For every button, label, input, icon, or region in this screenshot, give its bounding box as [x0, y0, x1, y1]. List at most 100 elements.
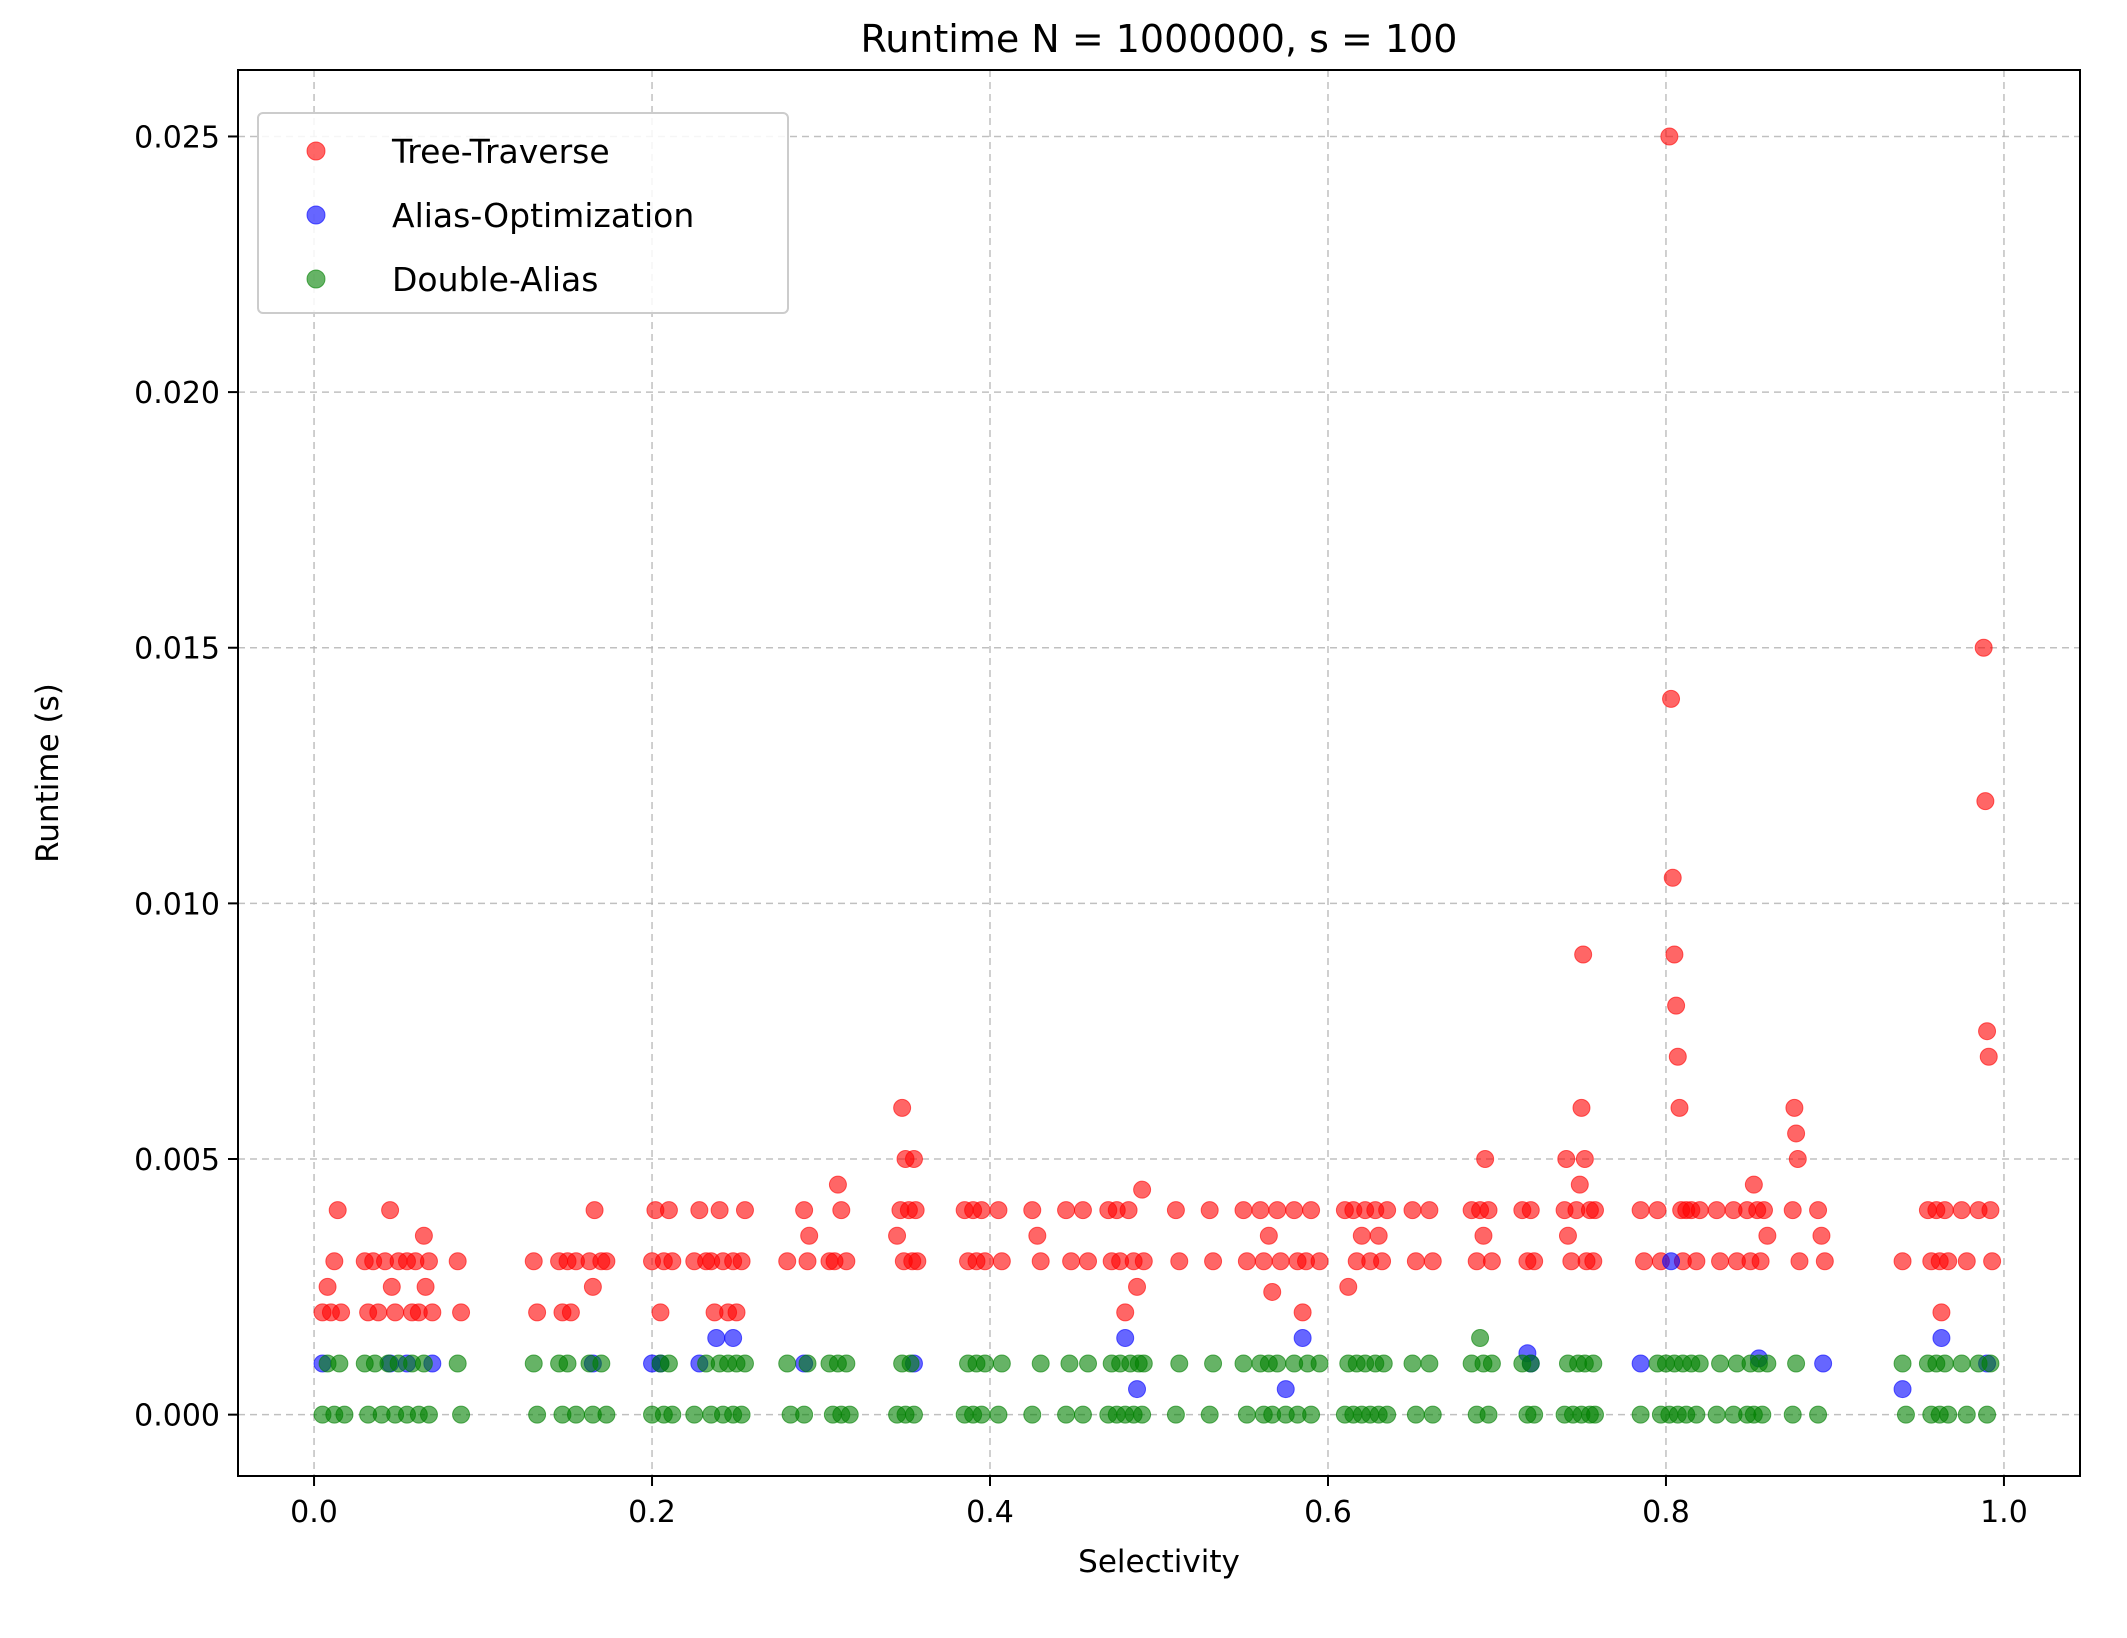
data-point	[1378, 1405, 1397, 1424]
data-point	[888, 1226, 907, 1245]
data-point	[1204, 1354, 1223, 1373]
data-point	[583, 1277, 602, 1296]
y-tick-label: 0.010	[134, 887, 220, 922]
data-point	[1268, 1354, 1287, 1373]
data-point	[1631, 1201, 1650, 1220]
data-point	[1976, 792, 1995, 811]
data-point	[908, 1252, 927, 1271]
data-point	[1957, 1405, 1976, 1424]
data-point	[1662, 689, 1681, 708]
data-point	[1276, 1380, 1295, 1399]
data-point	[1574, 945, 1593, 964]
y-axis-label: Runtime (s)	[30, 683, 66, 863]
data-point	[1116, 1328, 1135, 1347]
data-point	[1339, 1277, 1358, 1296]
data-point	[707, 1328, 726, 1347]
data-point	[906, 1201, 925, 1220]
data-point	[1575, 1150, 1594, 1169]
data-point	[1979, 1047, 1998, 1066]
data-point	[1952, 1354, 1971, 1373]
data-point	[1783, 1405, 1802, 1424]
data-point	[1585, 1405, 1604, 1424]
data-point	[1482, 1354, 1501, 1373]
data-point	[1474, 1226, 1493, 1245]
data-point	[1116, 1303, 1135, 1322]
data-point	[1420, 1354, 1439, 1373]
data-point	[585, 1201, 604, 1220]
data-point	[1660, 127, 1679, 146]
data-point	[597, 1405, 616, 1424]
data-point	[524, 1354, 543, 1373]
data-point	[1809, 1201, 1828, 1220]
data-point	[1711, 1354, 1730, 1373]
data-point	[1667, 996, 1686, 1015]
data-point	[1234, 1354, 1253, 1373]
axes-frame	[237, 69, 2081, 1477]
data-point	[710, 1201, 729, 1220]
data-point	[1521, 1201, 1540, 1220]
data-point	[1170, 1354, 1189, 1373]
data-point	[1369, 1226, 1388, 1245]
data-point	[1521, 1354, 1540, 1373]
data-point	[1707, 1201, 1726, 1220]
data-point	[1352, 1226, 1371, 1245]
data-point	[1893, 1354, 1912, 1373]
data-point	[592, 1354, 611, 1373]
data-point	[1420, 1201, 1439, 1220]
data-point	[1310, 1252, 1329, 1271]
data-point	[1635, 1252, 1654, 1271]
data-point	[1234, 1201, 1253, 1220]
legend-label: Alias-Optimization	[392, 196, 694, 235]
data-point	[419, 1405, 438, 1424]
data-point	[732, 1405, 751, 1424]
data-point	[381, 1201, 400, 1220]
data-point	[1268, 1201, 1287, 1220]
data-point	[659, 1201, 678, 1220]
data-point	[1585, 1201, 1604, 1220]
data-point	[1293, 1303, 1312, 1322]
data-point	[1751, 1252, 1770, 1271]
data-point	[663, 1252, 682, 1271]
data-point	[1170, 1252, 1189, 1271]
data-point	[690, 1201, 709, 1220]
data-point	[989, 1201, 1008, 1220]
legend-label: Tree-Traverse	[391, 132, 610, 171]
data-point	[901, 1354, 920, 1373]
data-point	[1584, 1252, 1603, 1271]
data-point	[1378, 1201, 1397, 1220]
data-point	[1935, 1201, 1954, 1220]
y-tick-label: 0.005	[134, 1143, 220, 1178]
data-point	[1584, 1354, 1603, 1373]
x-tick-label: 0.8	[1642, 1495, 1690, 1530]
data-point	[1293, 1328, 1312, 1347]
data-point	[448, 1252, 467, 1271]
data-point	[1134, 1252, 1153, 1271]
data-point	[798, 1354, 817, 1373]
data-point	[1133, 1405, 1152, 1424]
data-point	[1711, 1252, 1730, 1271]
data-point	[1057, 1405, 1076, 1424]
data-point	[1809, 1405, 1828, 1424]
data-point	[1259, 1226, 1278, 1245]
data-point	[975, 1252, 994, 1271]
data-point	[651, 1303, 670, 1322]
data-point	[1471, 1328, 1490, 1347]
data-point	[1670, 1098, 1689, 1117]
series-0	[313, 127, 2002, 1322]
data-point	[1557, 1150, 1576, 1169]
data-point	[1237, 1252, 1256, 1271]
data-point	[1166, 1405, 1185, 1424]
data-point	[800, 1226, 819, 1245]
data-point	[778, 1252, 797, 1271]
data-point	[1668, 1047, 1687, 1066]
data-point	[1662, 1252, 1681, 1271]
data-point	[992, 1354, 1011, 1373]
data-point	[1302, 1201, 1321, 1220]
data-point	[1981, 1201, 2000, 1220]
data-point	[414, 1226, 433, 1245]
data-point	[1525, 1252, 1544, 1271]
data-point	[1062, 1252, 1081, 1271]
data-point	[382, 1277, 401, 1296]
data-point	[828, 1175, 847, 1194]
